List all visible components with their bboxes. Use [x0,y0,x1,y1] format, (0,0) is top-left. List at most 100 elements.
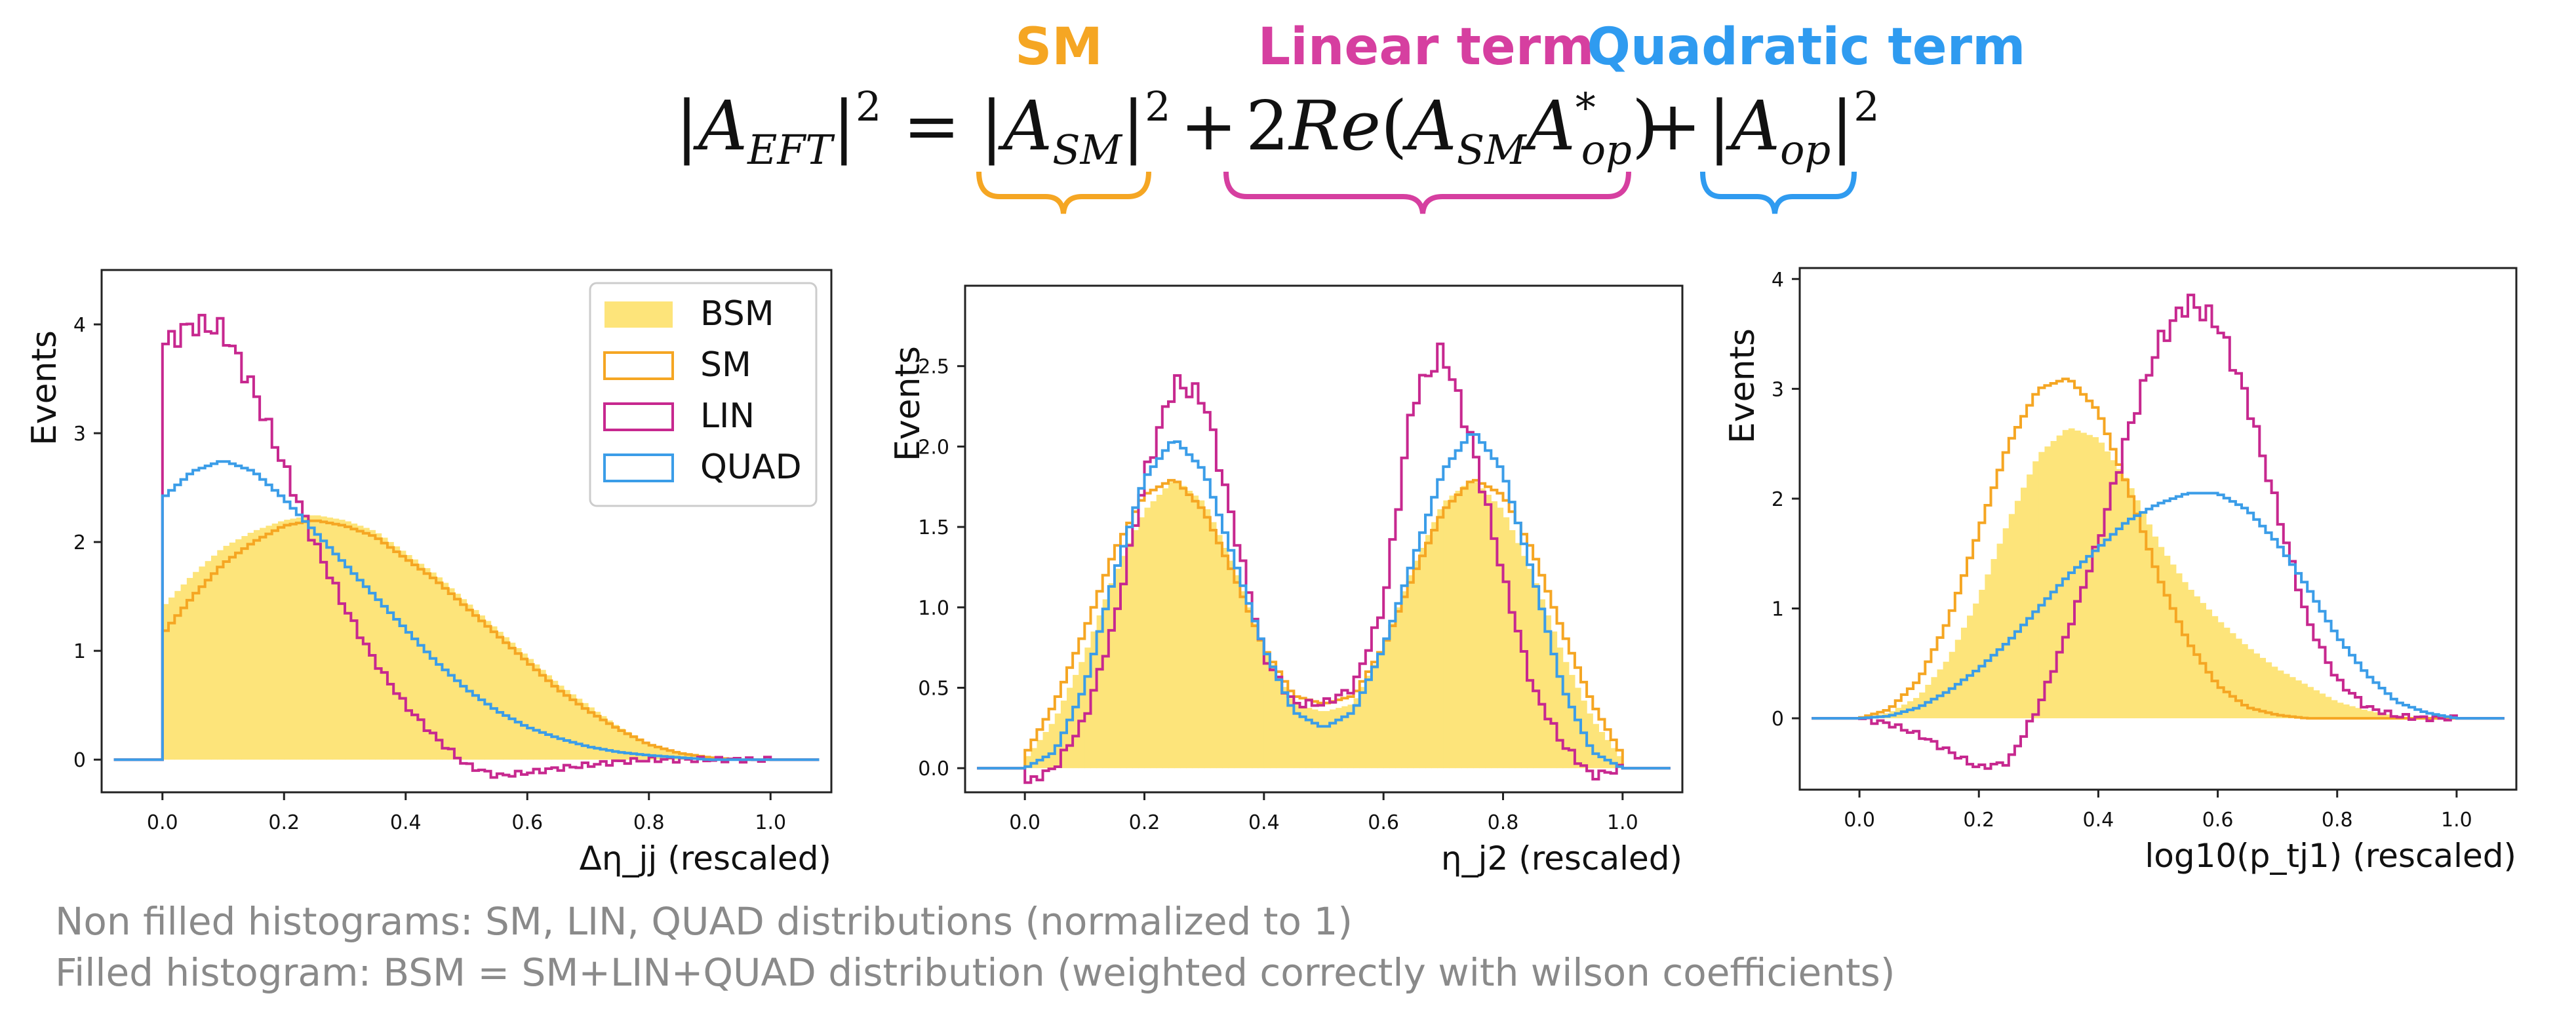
bsm-bin [2128,488,2135,719]
bsm-bin [2038,452,2046,719]
x-tick-label: 1.0 [1607,811,1638,834]
bsm-bin [229,542,236,760]
bsm-bin [515,647,522,760]
bsm-bin [1509,530,1516,769]
bsm-bin [1096,615,1103,769]
x-tick-label: 0.8 [1488,811,1519,834]
bsm-bin [296,517,303,760]
bsm-bin [1150,501,1157,769]
bsm-bin [1311,709,1318,769]
bsm-bin [2050,440,2057,719]
lin-histogram-line [113,313,820,779]
bsm-bin [375,533,382,760]
x-tick-label: 0.4 [2083,809,2114,832]
bsm-bin [1985,574,1992,719]
bsm-bin [479,615,485,760]
bsm-bin [2217,622,2225,719]
eta-j2-histogram: 0.0 0.2 0.4 0.6 0.8 1.0 0.0 0.5 1.0 1.5 2.0 2.5Even… [888,284,1684,877]
bsm-bin [1025,756,1031,769]
log-pt-j1-histogram: 0.0 0.2 0.4 0.6 0.8 1.0 0 1 2 3 4 Events log10(p_tj1… [1723,267,2518,875]
bsm-bin [1330,709,1336,769]
bsm-bin [2002,528,2010,719]
bsm-bin [1359,687,1366,769]
bsm-bin [466,604,473,760]
bsm-bin [2307,687,2314,719]
bsm-bin [1079,662,1085,769]
bsm-bin [1204,509,1211,769]
bsm-bin [1616,756,1623,769]
y-tick-label: 0.0 [918,758,949,780]
bsm-bin [1503,517,1510,769]
bsm-bin [2259,657,2267,719]
equation-header: SM Linear term Quadratic term |AEFT|2 = … [675,18,2025,214]
sm-histogram-line [113,519,820,761]
bsm-bin [424,568,431,760]
bsm-bin [327,517,334,760]
bsm-bin [2277,670,2284,719]
bsm-bin [582,703,589,760]
bsm-bin [1108,583,1115,769]
bsm-bin [1419,547,1426,769]
bsm-bin [2110,460,2117,719]
bsm-bin [2355,708,2362,719]
bsm-bin [661,747,668,760]
bsm-bin [332,518,340,760]
bsm-bin [1973,603,1979,719]
bsm-bin [1401,591,1408,769]
bsm-bin [2158,547,2165,719]
bsm-bin [472,609,479,760]
bsm-bin [2348,706,2356,719]
bsm-bin [1954,640,1962,719]
bsm-bin [338,520,346,760]
bsm-bin [442,583,449,760]
bsm-bin [290,518,297,760]
quadratic-term-label: Quadratic term [1587,18,2026,77]
bsm-bin [539,670,546,760]
eft-equation: |AEFT|2 = |ASM|2 + 2Re(ASMA* op) + |Aop|2 [675,83,1880,174]
bsm-bin [557,685,565,760]
x-tick-label: 1.0 [755,811,786,834]
bsm-bin [691,754,698,760]
bsm-bin [1371,664,1378,769]
bsm-bin [2080,433,2087,719]
bsm-bin [1937,669,1944,719]
bsm-bin [1574,687,1581,769]
bsm-bin [1048,723,1056,769]
bsm-bin [2379,713,2386,719]
bsm-bin [241,535,248,760]
y-tick-label: 4 [1772,269,1784,292]
x-axis-label: Δη_jj (rescaled) [580,839,831,877]
bsm-bin [2211,616,2219,719]
bsm-bin [1389,623,1396,769]
quadratic-brace [1700,171,1857,214]
bsm-bin [1526,568,1534,769]
bsm-bin [606,720,613,760]
bsm-bin [302,516,309,760]
bsm-bin [1294,704,1301,769]
bsm-bin [1269,664,1277,769]
bsm-bin [1299,706,1307,769]
bsm-bin [1042,731,1050,769]
legend-label-bsm: BSM [700,294,774,334]
bsm-bin [448,588,455,760]
bsm-bin [266,526,273,760]
bsm-bin [2373,712,2380,719]
bsm-bin [1210,522,1217,769]
bsm-bin [1996,543,2004,719]
y-tick-label: 4 [73,314,86,337]
bsm-bin [1479,488,1486,769]
x-tick-label: 0.4 [1248,811,1280,834]
bsm-bin [2044,446,2051,719]
bsm-bin [521,653,528,760]
bsm-bin [1598,731,1606,769]
bsm-bin [588,707,595,760]
bsm-bin [2021,488,2027,719]
delta-eta-jj-histogram: 0.0 0.2 0.4 0.6 0.8 1.0 0 1 2 3 4 Events Δη_jj (resc… [25,269,833,877]
bsm-bin [1943,661,1950,719]
bsm-bin [1073,674,1079,769]
x-tick-label: 0.4 [390,811,422,834]
bsm-bin [2361,710,2368,719]
bsm-bin [1383,639,1390,769]
bsm-bin [1162,488,1169,769]
legend-label-quad: QUAD [700,448,802,487]
